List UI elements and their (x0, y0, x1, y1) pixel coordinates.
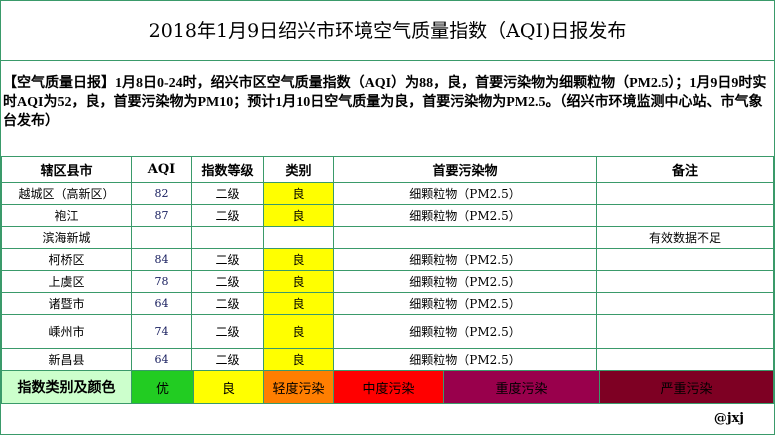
aqi-cell (131, 226, 192, 249)
grade-cell: 二级 (191, 314, 264, 349)
watermark: @jxj (713, 411, 744, 426)
table-row: 滨海新城 有效数据不足 (1, 226, 774, 249)
aqi-table: 辖区县市 AQI 指数等级 类别 首要污染物 备注 越城区（高新区） 82 二级良细… (1, 156, 774, 371)
grade-cell: 二级 (191, 270, 264, 293)
category-cell: 良 (263, 270, 334, 293)
legend-item: 重度污染 (443, 370, 600, 404)
table-row: 越城区（高新区） 82 二级良细颗粒物（PM2.5） (1, 182, 774, 205)
category-cell: 良 (263, 248, 334, 271)
legend-row: 指数类别及颜色优良轻度污染 中度污染 重度污染 严重污染 (1, 370, 774, 404)
grade-cell: 二级 (191, 348, 264, 371)
grade-cell (191, 226, 264, 249)
table-row: 诸暨市 64 二级良细颗粒物（PM2.5） (1, 292, 774, 315)
pollutant-cell: 细颗粒物（PM2.5） (333, 270, 597, 293)
pollutant-cell: 细颗粒物（PM2.5） (333, 204, 597, 227)
category-cell: 良 (263, 292, 334, 315)
note-cell (596, 248, 774, 271)
note-cell (596, 314, 774, 349)
aqi-cell: 78 (131, 270, 192, 293)
header-category: 类别 (263, 156, 334, 183)
district-cell: 滨海新城 (1, 226, 132, 249)
legend-label: 指数类别及颜色 (1, 370, 132, 404)
daily-notice: 【空气质量日报】1月8日0-24时，绍兴市区空气质量指数（AQI）为88，良，首… (3, 76, 767, 129)
aqi-cell: 64 (131, 348, 192, 371)
category-cell: 良 (263, 204, 334, 227)
category-cell: 良 (263, 314, 334, 349)
aqi-cell: 84 (131, 248, 192, 271)
table-row: 新昌县 64 二级良细颗粒物（PM2.5） (1, 348, 774, 371)
pollutant-cell (333, 226, 597, 249)
table-row: 袍江 87 二级良细颗粒物（PM2.5） (1, 204, 774, 227)
pollutant-cell: 细颗粒物（PM2.5） (333, 182, 597, 205)
aqi-cell: 74 (131, 314, 192, 349)
header-district: 辖区县市 (1, 156, 132, 183)
header-grade: 指数等级 (191, 156, 264, 183)
grade-cell: 二级 (191, 182, 264, 205)
header-pollutant: 首要污染物 (333, 156, 597, 183)
category-cell: 良 (263, 182, 334, 205)
district-cell: 新昌县 (1, 348, 132, 371)
district-cell: 诸暨市 (1, 292, 132, 315)
district-cell: 嵊州市 (1, 314, 132, 349)
page-title: 2018年1月9日绍兴市环境空气质量指数（AQI)日报发布 (1, 1, 774, 61)
grade-cell: 二级 (191, 248, 264, 271)
district-cell: 上虞区 (1, 270, 132, 293)
aqi-cell: 64 (131, 292, 192, 315)
pollutant-cell: 细颗粒物（PM2.5） (333, 314, 597, 349)
table-row: 柯桥区 84 二级良细颗粒物（PM2.5） (1, 248, 774, 271)
legend-item: 中度污染 (333, 370, 444, 404)
grade-cell: 二级 (191, 292, 264, 315)
aqi-cell: 82 (131, 182, 192, 205)
pollutant-cell: 细颗粒物（PM2.5） (333, 248, 597, 271)
note-cell (596, 348, 774, 371)
category-cell (263, 226, 334, 249)
category-cell: 良 (263, 348, 334, 371)
note-cell: 有效数据不足 (596, 226, 774, 249)
header-note: 备注 (596, 156, 774, 183)
table-row: 嵊州市 74 二级良细颗粒物（PM2.5） (1, 314, 774, 349)
note-cell (596, 204, 774, 227)
grade-cell: 二级 (191, 204, 264, 227)
header-aqi: AQI (131, 156, 192, 183)
note-cell (596, 182, 774, 205)
table-row: 上虞区 78 二级良细颗粒物（PM2.5） (1, 270, 774, 293)
legend-item: 严重污染 (599, 370, 774, 404)
legend-item: 良 (193, 370, 264, 404)
table-header: 辖区县市 AQI 指数等级 类别 首要污染物 备注 (1, 156, 774, 183)
legend-item: 轻度污染 (263, 370, 334, 404)
note-cell (596, 292, 774, 315)
pollutant-cell: 细颗粒物（PM2.5） (333, 292, 597, 315)
district-cell: 柯桥区 (1, 248, 132, 271)
note-cell (596, 270, 774, 293)
district-cell: 袍江 (1, 204, 132, 227)
district-cell: 越城区（高新区） (1, 182, 132, 205)
aqi-cell: 87 (131, 204, 192, 227)
pollutant-cell: 细颗粒物（PM2.5） (333, 348, 597, 371)
legend-item: 优 (131, 370, 194, 404)
